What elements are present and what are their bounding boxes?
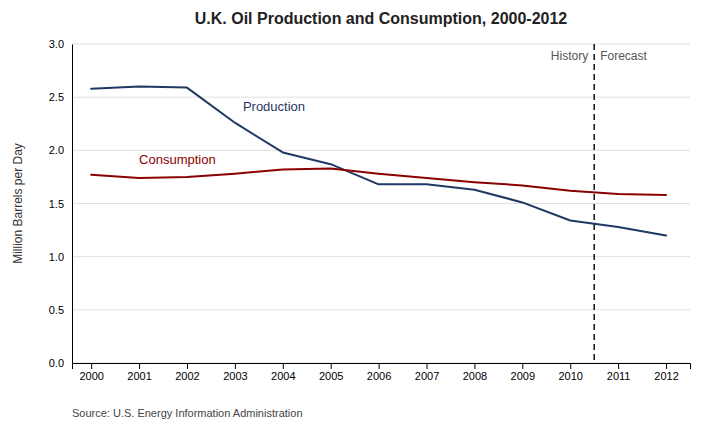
- x-tick-mark: [331, 363, 332, 369]
- x-tick: 2004: [271, 363, 295, 382]
- x-tick-mark: [618, 363, 619, 369]
- x-tick-mark: [187, 363, 188, 369]
- x-tick: 2007: [415, 363, 439, 382]
- x-tick: 2011: [607, 363, 631, 382]
- x-tick-mark: [235, 363, 236, 369]
- y-tick-label: 3.0: [49, 38, 64, 50]
- x-axis-line: [73, 364, 691, 370]
- x-tick-mark: [379, 363, 380, 369]
- x-tick: 2001: [127, 363, 151, 382]
- x-tick: 2005: [319, 363, 343, 382]
- y-tick-label: 1.0: [49, 251, 64, 263]
- y-tick: 2.0: [49, 144, 72, 156]
- y-axis: 0.0 0.5 1.0 1.5 2.0 2.5 3.0: [49, 38, 73, 369]
- y-tick: 0.5: [49, 304, 72, 316]
- x-tick-mark: [474, 363, 475, 369]
- plot-area: 0.00.51.01.52.02.53.02000200120022003200…: [49, 38, 691, 382]
- series-line: [91, 168, 666, 195]
- series-label: Consumption: [139, 152, 216, 167]
- chart: 0.00.51.01.52.02.53.02000200120022003200…: [0, 0, 720, 429]
- x-tick-label: 2002: [175, 370, 199, 382]
- x-tick-mark: [427, 363, 428, 369]
- x-axis: 2000 2001 2002 2003 2004 2005 2006 2007 2008 2009…: [73, 363, 691, 382]
- y-tick: 0.0: [49, 357, 72, 369]
- x-tick-label: 2012: [654, 370, 678, 382]
- x-tick-mark: [91, 363, 92, 369]
- x-tick-mark: [570, 363, 571, 369]
- x-tick: 2012: [654, 363, 678, 382]
- marks: [91, 44, 666, 363]
- y-axis-line: [72, 45, 73, 364]
- y-tick: 3.0: [49, 38, 72, 50]
- grid-line: [72, 44, 690, 45]
- x-tick-label: 2007: [415, 370, 439, 382]
- x-tick-label: 2001: [127, 370, 151, 382]
- forecast-line: [593, 44, 594, 363]
- x-tick-mark: [139, 363, 140, 369]
- x-tick: 2008: [463, 363, 487, 382]
- x-tick-mark: [283, 363, 284, 369]
- source: Source: U.S. Energy Information Administ…: [72, 407, 303, 419]
- x-tick-label: 2005: [319, 370, 343, 382]
- x-tick-label: 2011: [607, 370, 631, 382]
- x-tick-label: 2000: [79, 370, 103, 382]
- series-label: Production: [243, 99, 305, 114]
- y-tick-label: 2.0: [49, 144, 64, 156]
- x-tick-label: 2003: [223, 370, 247, 382]
- x-tick: 2009: [511, 363, 535, 382]
- x-tick-label: 2008: [463, 370, 487, 382]
- grid-line: [72, 309, 690, 310]
- x-tick-label: 2006: [367, 370, 391, 382]
- x-tick: 2002: [175, 363, 199, 382]
- y-tick-label: 0.5: [49, 304, 64, 316]
- y-axis-title: Million Barrels per Day: [11, 143, 25, 264]
- x-tick: 2000: [79, 363, 103, 382]
- series-line: [91, 87, 666, 236]
- grid-line: [72, 203, 690, 204]
- y-tick-label: 0.0: [49, 357, 64, 369]
- x-tick: 2003: [223, 363, 247, 382]
- grid: [72, 44, 690, 363]
- x-tick-mark: [666, 363, 667, 369]
- grid-line: [72, 97, 690, 98]
- y-tick: 1.0: [49, 251, 72, 263]
- x-tick-label: 2004: [271, 370, 295, 382]
- grid-line: [72, 256, 690, 257]
- x-tick: 2010: [558, 363, 582, 382]
- x-tick-label: 2009: [511, 370, 535, 382]
- grid-line: [72, 150, 690, 151]
- y-tick-label: 2.5: [49, 91, 64, 103]
- x-tick-mark: [522, 363, 523, 369]
- x-tick: 2006: [367, 363, 391, 382]
- y-tick: 2.5: [49, 91, 72, 103]
- annotation: Forecast: [600, 49, 647, 63]
- y-tick-label: 1.5: [49, 198, 64, 210]
- title: U.K. Oil Production and Consumption, 200…: [195, 10, 568, 27]
- annotation: History: [551, 49, 588, 63]
- x-tick-label: 2010: [558, 370, 582, 382]
- y-tick: 1.5: [49, 198, 72, 210]
